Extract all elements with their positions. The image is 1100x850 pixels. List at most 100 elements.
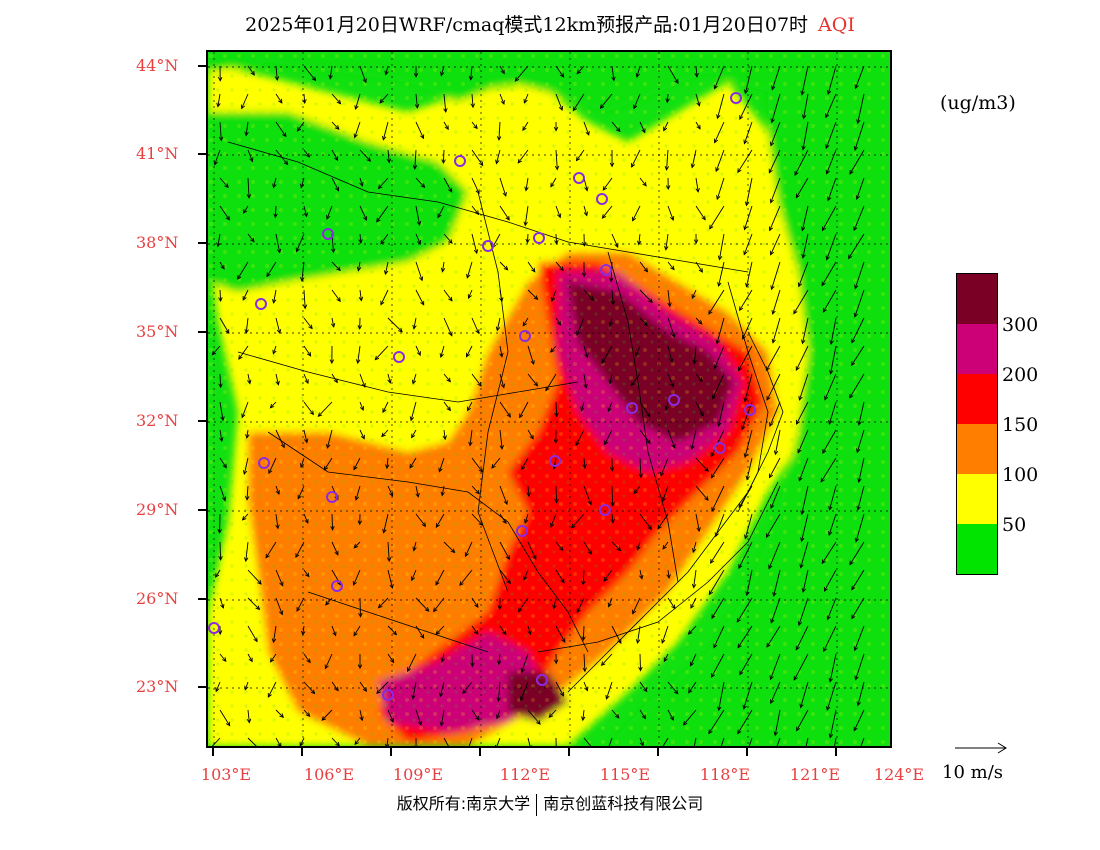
lon-label-103e: 103°E bbox=[200, 765, 252, 784]
wind-vector-head bbox=[632, 609, 637, 615]
wind-vector-head bbox=[502, 519, 507, 525]
wind-vector bbox=[639, 737, 644, 746]
wind-vector bbox=[736, 597, 753, 623]
wind-vector bbox=[575, 429, 585, 446]
aqi-map[interactable] bbox=[206, 50, 892, 748]
wind-vector bbox=[443, 541, 455, 553]
wind-vector-head bbox=[514, 76, 520, 82]
wind-vector-head bbox=[257, 580, 262, 585]
wind-vector bbox=[527, 261, 536, 273]
wind-vector bbox=[639, 513, 652, 530]
wind-vector bbox=[555, 205, 561, 218]
wind-vector-head bbox=[737, 729, 742, 735]
wind-vector bbox=[247, 233, 255, 242]
station-marker bbox=[454, 155, 466, 167]
wind-vector bbox=[300, 177, 305, 188]
wind-vector bbox=[439, 681, 445, 697]
wind-vector bbox=[247, 149, 253, 162]
wind-vector-head bbox=[496, 660, 502, 666]
wind-vector-head bbox=[358, 612, 363, 618]
wind-vector bbox=[414, 149, 417, 169]
wind-vector-head bbox=[296, 606, 301, 612]
wind-vector-head bbox=[635, 639, 641, 645]
wind-vector bbox=[499, 373, 505, 388]
lat-tick bbox=[198, 509, 206, 511]
wind-vector bbox=[270, 653, 277, 663]
wind-vector-head bbox=[694, 72, 699, 78]
wind-vector-head bbox=[383, 270, 389, 276]
wind-vector-head bbox=[299, 741, 304, 746]
wind-vector-head bbox=[770, 699, 775, 705]
wind-vector-head bbox=[797, 282, 803, 288]
wind-vector bbox=[275, 233, 281, 253]
wind-vector-head bbox=[277, 742, 282, 746]
wind-vector-head bbox=[711, 507, 716, 512]
wind-vector-head bbox=[600, 661, 606, 667]
wind-vector-head bbox=[334, 550, 339, 556]
wind-vector-head bbox=[853, 646, 858, 652]
wind-vector-head bbox=[466, 352, 470, 358]
wind-vector-head bbox=[499, 352, 504, 358]
wind-vector-head bbox=[825, 113, 830, 119]
wind-vector-head bbox=[435, 630, 441, 636]
lat-tick bbox=[198, 420, 206, 422]
wind-vector-head bbox=[420, 134, 425, 140]
wind-vector-head bbox=[420, 183, 426, 189]
wind-vector bbox=[601, 653, 613, 666]
wind-vector-head bbox=[616, 127, 621, 133]
wind-vector-head bbox=[556, 320, 562, 326]
wind-vector-head bbox=[795, 366, 800, 371]
wind-vector bbox=[245, 317, 249, 334]
wind-vector-head bbox=[851, 614, 856, 620]
wind-vector-head bbox=[798, 395, 803, 401]
wind-vector bbox=[326, 429, 333, 449]
wind-vector bbox=[443, 401, 451, 411]
wind-vector bbox=[415, 485, 419, 497]
wind-vector-head bbox=[244, 685, 249, 691]
wind-vector bbox=[297, 485, 305, 499]
wind-vector bbox=[219, 597, 224, 609]
wind-vector-head bbox=[409, 416, 415, 422]
wind-reference-label: 10 m/s bbox=[942, 762, 1003, 783]
wind-vector-head bbox=[435, 523, 440, 528]
wind-vector bbox=[773, 569, 781, 597]
wind-vector bbox=[499, 625, 507, 635]
wind-vector-head bbox=[857, 477, 862, 483]
wind-vector-head bbox=[360, 434, 365, 440]
wind-vector bbox=[825, 121, 837, 149]
wind-vector-head bbox=[356, 266, 362, 272]
wind-vector-head bbox=[424, 607, 430, 612]
wind-vector bbox=[802, 233, 809, 258]
wind-vector bbox=[548, 709, 557, 718]
wind-vector-head bbox=[696, 124, 701, 130]
wind-vector bbox=[268, 457, 277, 474]
wind-vector-head bbox=[272, 298, 277, 304]
wind-vector bbox=[412, 373, 417, 384]
wind-vector bbox=[303, 149, 310, 158]
wind-vector-head bbox=[505, 215, 510, 221]
wind-vector bbox=[275, 737, 281, 746]
colorbar bbox=[956, 273, 998, 575]
wind-vector bbox=[247, 177, 250, 198]
wind-vector bbox=[639, 709, 646, 719]
wind-vector bbox=[856, 177, 865, 200]
wind-vector-head bbox=[671, 332, 676, 338]
wind-vector bbox=[471, 121, 478, 129]
wind-vector bbox=[830, 317, 837, 345]
wind-vector bbox=[331, 261, 341, 271]
wind-vector-head bbox=[602, 185, 608, 191]
wind-vector-head bbox=[771, 338, 776, 344]
wind-vector-head bbox=[575, 441, 580, 447]
wind-vector bbox=[387, 373, 391, 384]
wind-vector-head bbox=[550, 522, 555, 528]
wind-vector-head bbox=[520, 668, 525, 673]
wind-vector-head bbox=[274, 76, 280, 82]
wind-vector-head bbox=[773, 450, 779, 456]
wind-vector-head bbox=[829, 340, 834, 346]
wind-vector-head bbox=[698, 377, 703, 383]
wind-vector bbox=[737, 709, 753, 734]
wind-vector bbox=[359, 177, 363, 187]
wind-vector bbox=[247, 373, 251, 384]
wind-vector bbox=[795, 345, 809, 371]
wind-vector bbox=[498, 121, 501, 140]
